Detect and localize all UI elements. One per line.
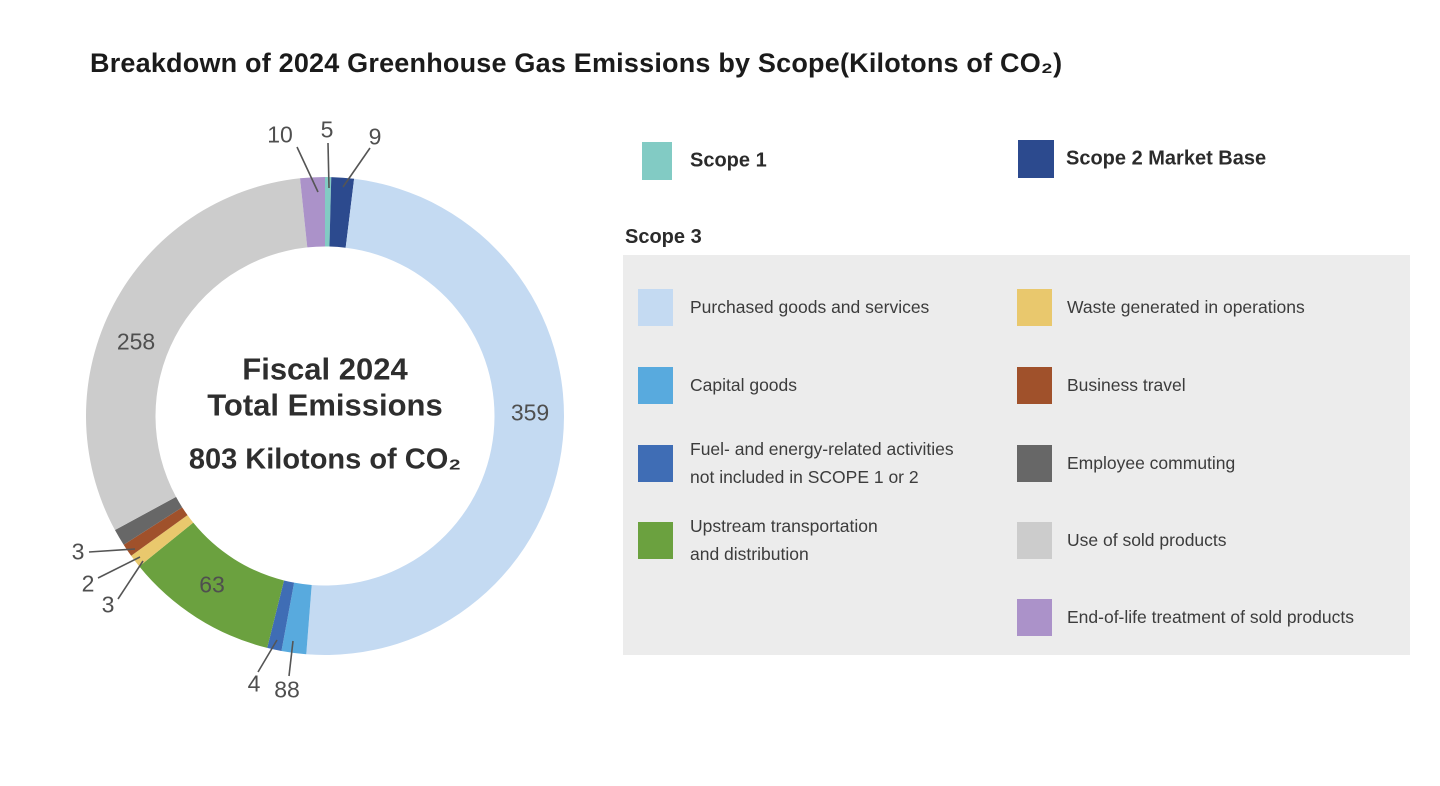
center-label-total: 803 Kilotons of CO₂: [188, 443, 462, 476]
callout-leader-line: [288, 640, 294, 677]
callout-leader-line: [342, 147, 371, 188]
segment-value-label: 4: [247, 670, 261, 697]
callout-leader-line: [296, 146, 319, 193]
chart-title: Breakdown of 2024 Greenhouse Gas Emissio…: [90, 48, 1063, 78]
callout-leader-line: [97, 556, 141, 579]
segment-value-label: 2: [81, 570, 95, 597]
legend-swatch: [1017, 599, 1052, 636]
scope2-label: Scope 2 Market Base: [1066, 147, 1267, 170]
legend-swatch: [638, 367, 673, 404]
donut-segment: [139, 522, 284, 648]
donut-segment: [329, 177, 355, 248]
legend-label: Use of sold products: [1067, 530, 1227, 550]
segment-value-label: 9: [368, 123, 382, 150]
scope2-swatch: [1018, 140, 1054, 178]
legend-swatch: [1017, 367, 1052, 404]
segment-value-label: 359: [510, 399, 550, 426]
segment-value-label: 3: [101, 591, 115, 618]
legend-swatch: [1017, 445, 1052, 482]
segment-value-label: 10: [267, 121, 293, 148]
donut-segment: [123, 507, 188, 556]
donut-segment: [306, 178, 564, 655]
scope1-label: Scope 1: [690, 149, 767, 172]
callout-leader-line: [88, 548, 136, 553]
legend-label: Employee commuting: [1067, 453, 1236, 473]
segment-value-label: 258: [116, 328, 156, 355]
callout-leader-line: [117, 560, 144, 600]
donut-segment: [131, 515, 194, 567]
center-label-line2: Total Emissions: [207, 387, 443, 423]
scope3-heading: Scope 3: [625, 226, 702, 248]
legend-swatch: [638, 445, 673, 482]
legend-label: Business travel: [1067, 375, 1186, 395]
legend-swatch: [638, 289, 673, 326]
segment-value-label: 3: [71, 538, 85, 565]
segment-value-label: 88: [274, 676, 300, 703]
donut-center-label: Fiscal 2024 Total Emissions 803 Kilotons…: [189, 352, 461, 477]
scope1-swatch: [642, 142, 672, 180]
legend-swatch: [638, 522, 673, 559]
segment-value-label: 5: [320, 116, 334, 143]
callout-leader-line: [327, 142, 330, 189]
legend-swatch: [1017, 522, 1052, 559]
donut-segment: [300, 177, 325, 248]
callout-leader-line: [257, 639, 278, 673]
donut-segment: [325, 177, 332, 247]
segment-value-label: 63: [199, 571, 225, 598]
center-label-line1: Fiscal 2024: [242, 351, 408, 387]
donut-segment: [267, 580, 295, 651]
donut-segment: [86, 178, 308, 531]
scope3-box: Purchased goods and services Capital good…: [623, 255, 1410, 655]
legend-label: Purchased goods and services: [690, 297, 930, 317]
legend-label: Fuel- and energy-related activities not i…: [690, 439, 954, 487]
legend-label: Waste generated in operations: [1067, 297, 1305, 317]
legend-label: Capital goods: [690, 375, 798, 395]
legend-swatch: [1017, 289, 1052, 326]
donut-segment: [281, 582, 312, 655]
legend-label: Upstream transportation and distribution: [690, 516, 878, 564]
donut-segment: [114, 496, 183, 545]
legend-label: End-of-life treatment of sold products: [1067, 607, 1354, 627]
